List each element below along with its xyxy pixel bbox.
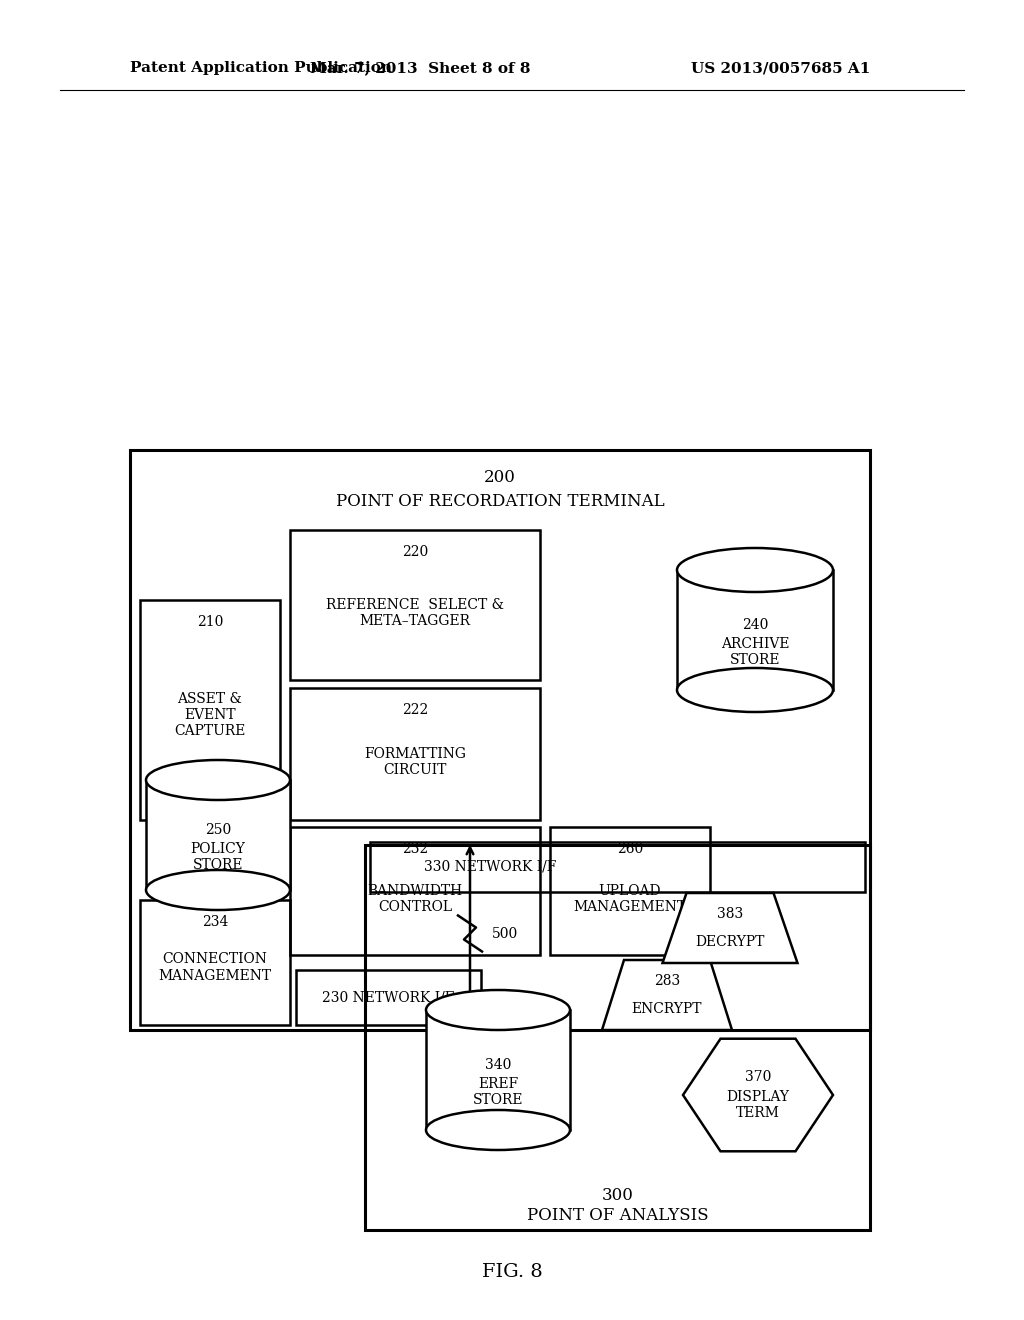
Polygon shape (426, 1010, 570, 1130)
Ellipse shape (426, 990, 570, 1030)
Text: FORMATTING
CIRCUIT: FORMATTING CIRCUIT (364, 747, 466, 777)
Text: DISPLAY
TERM: DISPLAY TERM (726, 1090, 790, 1121)
Ellipse shape (426, 1110, 570, 1150)
Ellipse shape (146, 760, 290, 800)
Text: BANDWIDTH
CONTROL: BANDWIDTH CONTROL (368, 884, 463, 913)
Text: 500: 500 (492, 927, 518, 940)
Polygon shape (602, 960, 732, 1030)
Text: FIG. 8: FIG. 8 (481, 1263, 543, 1280)
Text: 383: 383 (717, 907, 743, 921)
Text: POINT OF ANALYSIS: POINT OF ANALYSIS (526, 1208, 709, 1225)
Text: POLICY
STORE: POLICY STORE (190, 842, 246, 873)
Text: 340: 340 (484, 1059, 511, 1072)
Text: 370: 370 (744, 1071, 771, 1084)
Bar (290, 531, 540, 680)
Bar (140, 601, 280, 820)
Polygon shape (677, 570, 833, 690)
Bar (370, 842, 865, 892)
Text: 234: 234 (202, 915, 228, 929)
Bar (550, 828, 710, 954)
Text: 260: 260 (616, 842, 643, 855)
Bar (296, 970, 481, 1026)
Text: 222: 222 (401, 704, 428, 717)
Text: 200: 200 (484, 470, 516, 487)
Text: ENCRYPT: ENCRYPT (632, 1002, 702, 1016)
Ellipse shape (677, 548, 833, 591)
Text: 232: 232 (401, 842, 428, 855)
Text: 210: 210 (197, 615, 223, 630)
Text: Mar. 7, 2013  Sheet 8 of 8: Mar. 7, 2013 Sheet 8 of 8 (309, 61, 530, 75)
Text: 240: 240 (741, 618, 768, 632)
Bar (365, 845, 870, 1230)
Text: REFERENCE  SELECT &
META–TAGGER: REFERENCE SELECT & META–TAGGER (326, 598, 504, 628)
Text: 220: 220 (401, 545, 428, 558)
Bar (290, 828, 540, 954)
Bar (290, 688, 540, 820)
Text: POINT OF RECORDATION TERMINAL: POINT OF RECORDATION TERMINAL (336, 494, 665, 511)
Text: EREF
STORE: EREF STORE (473, 1077, 523, 1107)
Text: US 2013/0057685 A1: US 2013/0057685 A1 (690, 61, 870, 75)
Text: CONNECTION
MANAGEMENT: CONNECTION MANAGEMENT (159, 953, 271, 982)
Ellipse shape (677, 668, 833, 711)
Text: 330 NETWORK I/F: 330 NETWORK I/F (424, 861, 556, 874)
Text: ASSET &
EVENT
CAPTURE: ASSET & EVENT CAPTURE (174, 692, 246, 738)
Text: 283: 283 (654, 974, 680, 987)
Text: ARCHIVE
STORE: ARCHIVE STORE (721, 636, 790, 667)
Text: Patent Application Publication: Patent Application Publication (130, 61, 392, 75)
Polygon shape (663, 894, 798, 964)
Text: UPLOAD
MANAGEMENT: UPLOAD MANAGEMENT (573, 884, 686, 913)
Text: 230 NETWORK I/F: 230 NETWORK I/F (323, 990, 455, 1005)
Bar (140, 900, 290, 1026)
Polygon shape (683, 1039, 833, 1151)
Text: 250: 250 (205, 822, 231, 837)
Text: 300: 300 (601, 1187, 634, 1204)
Bar (130, 450, 870, 1030)
Text: DECRYPT: DECRYPT (695, 935, 765, 949)
Ellipse shape (146, 870, 290, 909)
Polygon shape (146, 780, 290, 890)
